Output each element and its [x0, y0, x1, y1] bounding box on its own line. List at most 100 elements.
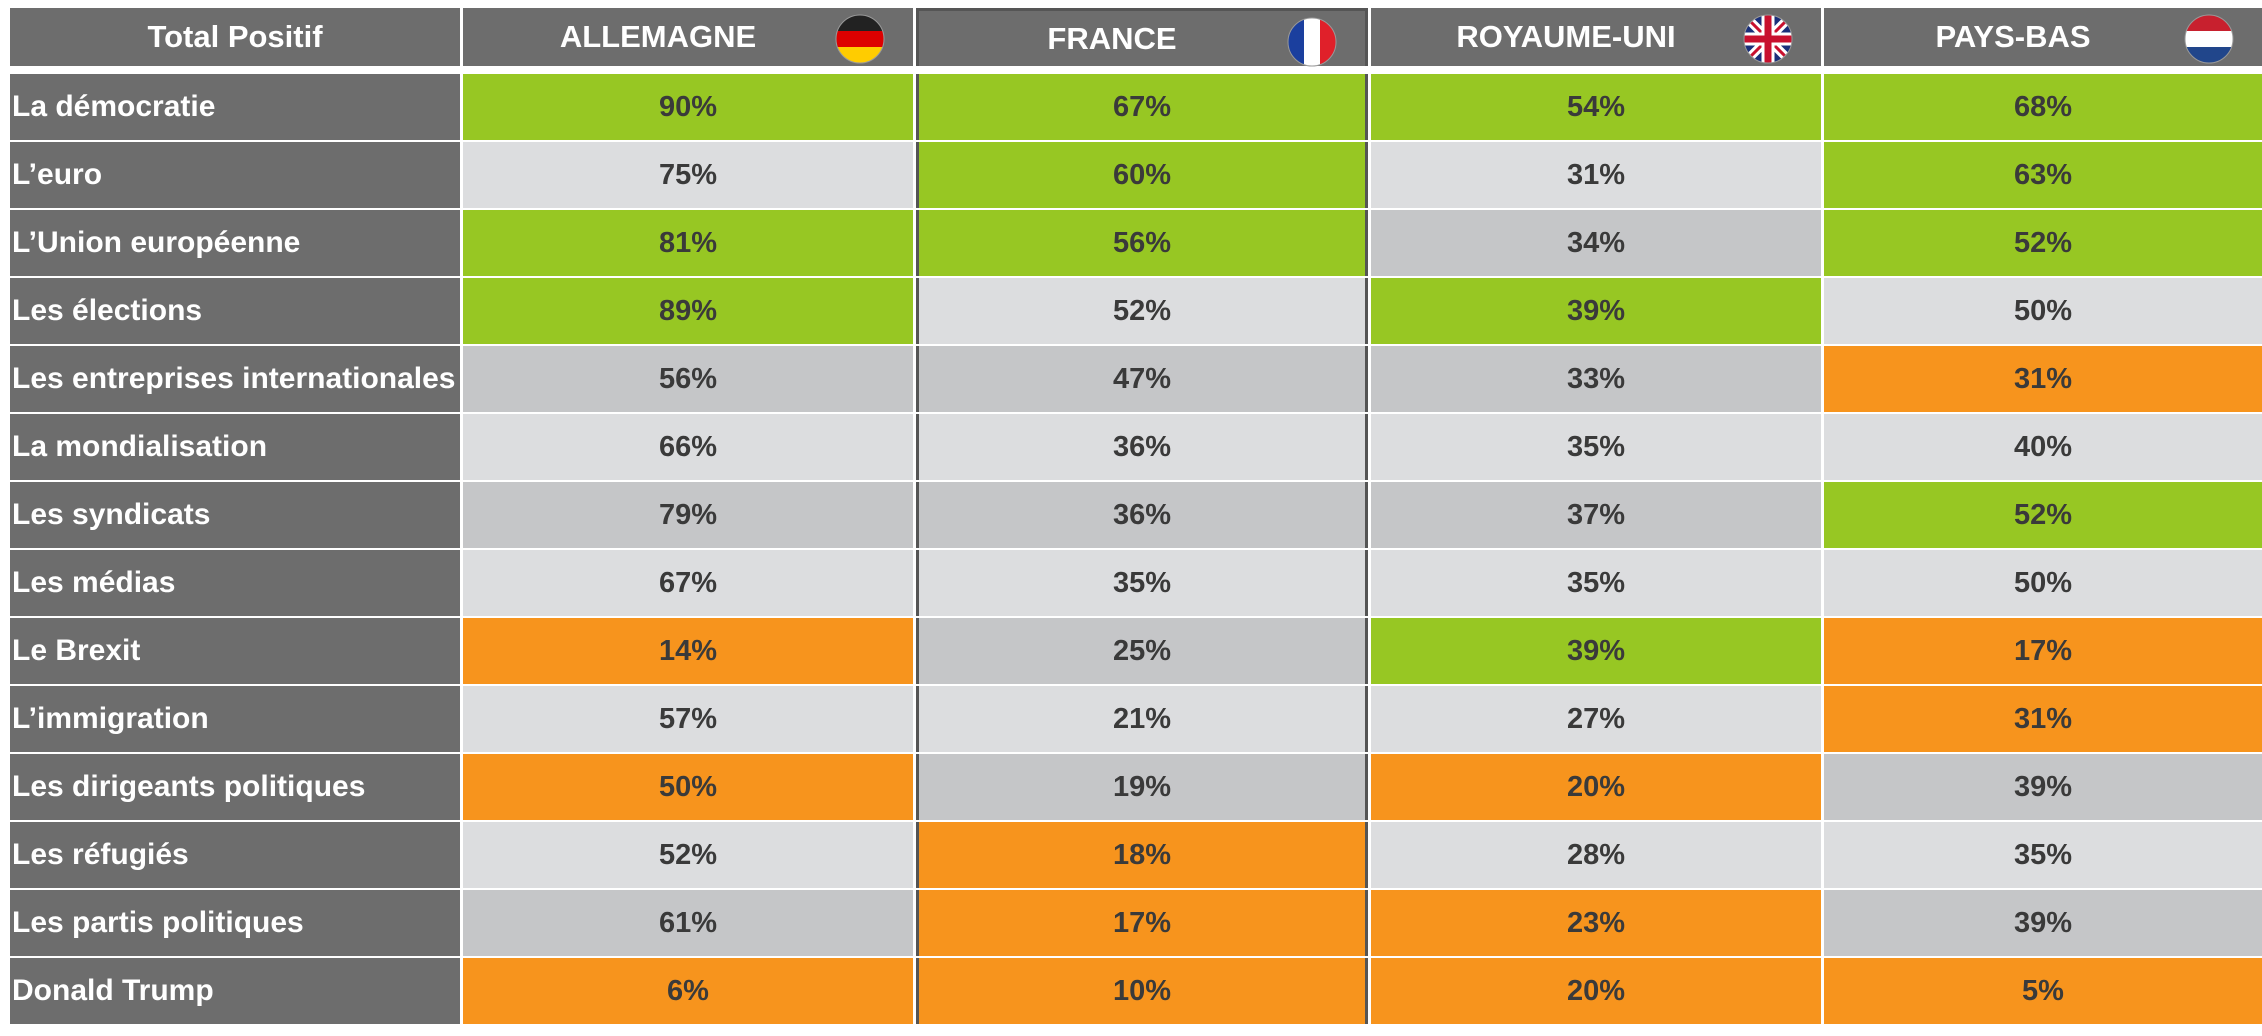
row-label-text: Donald Trump [12, 974, 214, 1007]
value-cell-text: 39% [2013, 906, 2073, 939]
value-cell: 39% [1371, 618, 1821, 684]
header-cell-text: Total Positif [147, 19, 323, 54]
row-label: Les entreprises internationales [10, 346, 460, 412]
value-cell-text: 61% [658, 906, 718, 939]
value-cell-text: 31% [1566, 158, 1626, 191]
value-cell-text: 56% [658, 362, 718, 395]
value-cell: 50% [1824, 550, 2262, 616]
value-cell: 25% [916, 618, 1368, 684]
value-cell-text: 50% [658, 770, 718, 803]
value-cell: 36% [916, 414, 1368, 480]
row-label: Les dirigeants politiques [10, 754, 460, 820]
value-cell-text: 52% [2013, 226, 2073, 259]
value-cell: 10% [916, 958, 1368, 1024]
value-cell-text: 23% [1566, 906, 1626, 939]
flag-icon [835, 14, 885, 64]
row-label: L’Union européenne [10, 210, 460, 276]
value-cell-text: 36% [1112, 498, 1172, 531]
value-cell-text: 10% [1112, 974, 1172, 1007]
value-cell: 56% [463, 346, 913, 412]
row-label-text: L’Union européenne [12, 226, 301, 259]
row-label-text: Les partis politiques [12, 906, 304, 939]
value-cell-text: 20% [1566, 770, 1626, 803]
row-label: Les médias [10, 550, 460, 616]
row-label-text: Les médias [12, 566, 176, 599]
header-cell: Total Positif [10, 8, 460, 66]
value-cell-text: 60% [1112, 158, 1172, 191]
value-cell-text: 33% [1566, 362, 1626, 395]
value-cell: 35% [1824, 822, 2262, 888]
value-cell-text: 19% [1112, 770, 1172, 803]
row-label-text: Les réfugiés [12, 838, 189, 871]
value-cell: 79% [463, 482, 913, 548]
value-cell-text: 47% [1112, 362, 1172, 395]
value-cell-text: 36% [1112, 430, 1172, 463]
value-cell-text: 89% [658, 294, 718, 327]
value-cell: 52% [916, 278, 1368, 344]
row-label-text: La mondialisation [12, 430, 268, 463]
value-cell: 37% [1371, 482, 1821, 548]
value-cell: 90% [463, 74, 913, 140]
value-cell: 52% [1824, 482, 2262, 548]
value-cell-text: 90% [658, 90, 718, 123]
value-cell: 67% [916, 74, 1368, 140]
flag-icon [2184, 14, 2234, 64]
row-label-text: La démocratie [12, 90, 216, 123]
value-cell: 21% [916, 686, 1368, 752]
value-cell-text: 25% [1112, 634, 1172, 667]
row-label-text: Les entreprises internationales [12, 362, 456, 395]
value-cell-text: 39% [1566, 634, 1626, 667]
value-cell: 14% [463, 618, 913, 684]
row-label: Donald Trump [10, 958, 460, 1024]
row-label-text: Le Brexit [12, 634, 141, 667]
header-cell: FRANCE [916, 8, 1368, 67]
value-cell-text: 37% [1566, 498, 1626, 531]
row-label: L’immigration [10, 686, 460, 752]
row-label: Les réfugiés [10, 822, 460, 888]
value-cell: 61% [463, 890, 913, 956]
value-cell: 31% [1371, 142, 1821, 208]
value-cell: 39% [1824, 890, 2262, 956]
value-cell: 52% [1824, 210, 2262, 276]
value-cell-text: 57% [658, 702, 718, 735]
value-cell: 57% [463, 686, 913, 752]
value-cell: 39% [1371, 278, 1821, 344]
value-cell: 40% [1824, 414, 2262, 480]
value-cell: 17% [916, 890, 1368, 956]
value-cell-text: 6% [667, 974, 709, 1007]
value-cell-text: 34% [1566, 226, 1626, 259]
row-label: Les élections [10, 278, 460, 344]
value-cell-text: 81% [658, 226, 718, 259]
value-cell-text: 31% [2013, 362, 2073, 395]
value-cell-text: 39% [1566, 294, 1626, 327]
value-cell-text: 27% [1566, 702, 1626, 735]
header-cell-text: ROYAUME-UNI [1456, 19, 1676, 54]
header-cell: PAYS-BAS [1824, 8, 2262, 66]
value-cell: 19% [916, 754, 1368, 820]
flag-icon [1287, 17, 1337, 67]
value-cell: 35% [916, 550, 1368, 616]
value-cell: 34% [1371, 210, 1821, 276]
value-cell-text: 35% [2013, 838, 2073, 871]
value-cell-text: 56% [1112, 226, 1172, 259]
header-cell-text: ALLEMAGNE [559, 19, 757, 54]
value-cell: 60% [916, 142, 1368, 208]
row-label-text: Les dirigeants politiques [12, 770, 366, 803]
value-cell: 66% [463, 414, 913, 480]
value-cell-text: 35% [1566, 566, 1626, 599]
value-cell: 20% [1371, 958, 1821, 1024]
value-cell: 56% [916, 210, 1368, 276]
value-cell: 39% [1824, 754, 2262, 820]
value-cell-text: 17% [2013, 634, 2073, 667]
value-cell: 67% [463, 550, 913, 616]
row-label: Les partis politiques [10, 890, 460, 956]
value-cell: 31% [1824, 346, 2262, 412]
value-cell: 50% [463, 754, 913, 820]
value-cell-text: 66% [658, 430, 718, 463]
value-cell-text: 35% [1112, 566, 1172, 599]
row-label: Les syndicats [10, 482, 460, 548]
value-cell-text: 17% [1112, 906, 1172, 939]
header-cell-text: PAYS-BAS [1935, 19, 2091, 54]
header-cell: ROYAUME-UNI [1371, 8, 1821, 66]
